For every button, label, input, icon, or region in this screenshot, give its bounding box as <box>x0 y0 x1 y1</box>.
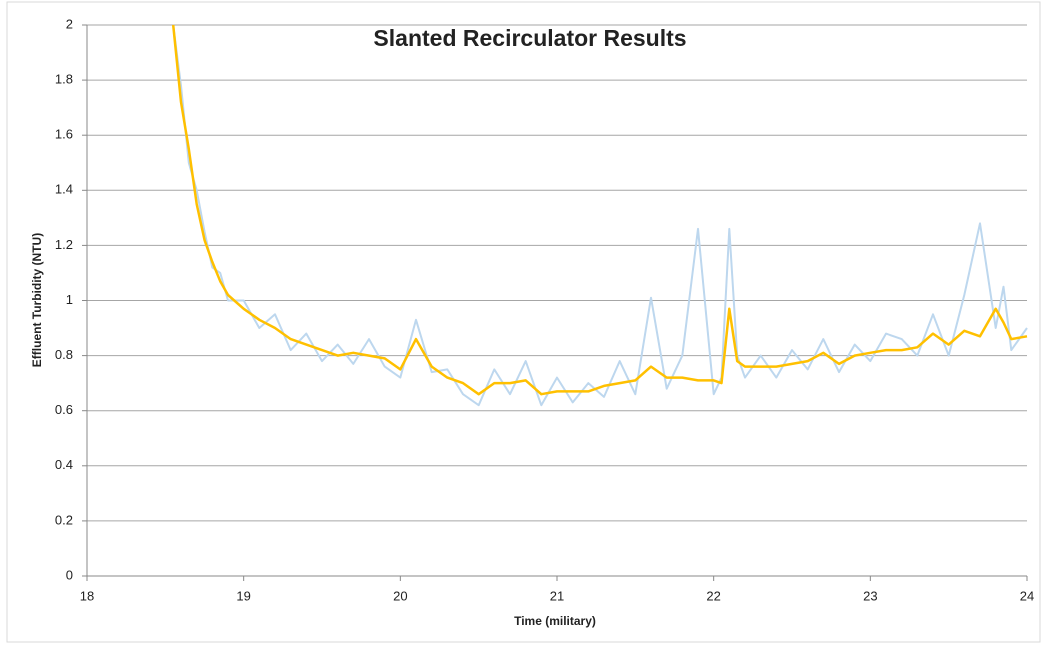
y-tick-label: 1.2 <box>55 237 73 252</box>
x-tick-label: 23 <box>863 588 877 603</box>
y-tick-label: 0 <box>66 567 73 582</box>
y-tick-label: 1.4 <box>55 182 73 197</box>
chart-frame <box>6 1 1041 643</box>
y-tick-label: 2 <box>66 16 73 31</box>
x-tick-label: 20 <box>393 588 407 603</box>
y-tick-label: 1 <box>66 292 73 307</box>
x-tick-label: 24 <box>1020 588 1034 603</box>
series-line <box>171 24 1028 396</box>
y-tick-label: 0.4 <box>55 457 73 472</box>
x-tick-label: 19 <box>236 588 250 603</box>
y-tick-label: 0.2 <box>55 512 73 527</box>
y-tick-label: 1.8 <box>55 72 73 87</box>
y-axis-label: Effluent Turbidity (NTU) <box>30 233 44 367</box>
y-tick-label: 0.6 <box>55 402 73 417</box>
chart-title: Slanted Recirculator Results <box>373 25 686 51</box>
x-tick-label: 18 <box>80 588 94 603</box>
x-tick-label: 21 <box>550 588 564 603</box>
y-tick-label: 1.6 <box>55 127 73 142</box>
x-tick-label: 22 <box>706 588 720 603</box>
series-line <box>172 24 1028 407</box>
x-axis-label: Time (military) <box>514 614 596 628</box>
y-tick-label: 0.8 <box>55 347 73 362</box>
